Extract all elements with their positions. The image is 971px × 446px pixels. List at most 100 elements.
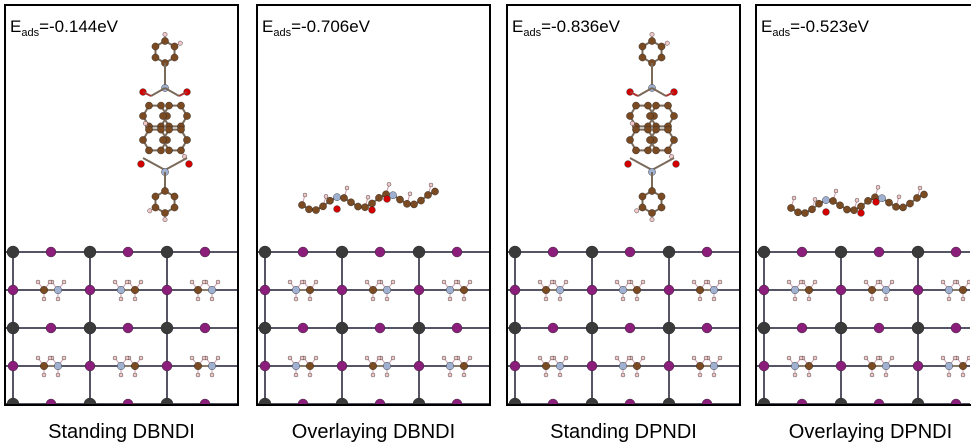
atom	[658, 204, 665, 211]
atom	[85, 361, 95, 371]
atom	[813, 356, 817, 360]
atom	[967, 356, 971, 360]
atom	[673, 161, 680, 168]
atom	[912, 322, 924, 334]
atom	[951, 323, 961, 333]
atom	[843, 206, 850, 213]
atom	[454, 356, 458, 360]
atom	[794, 209, 801, 216]
energy-value: =-0.706eV	[291, 17, 371, 36]
energy-symbol: E	[761, 17, 772, 36]
atom	[354, 203, 361, 210]
atom	[641, 280, 645, 284]
atom	[369, 362, 377, 370]
atom	[692, 356, 696, 360]
atom	[314, 280, 318, 284]
atom	[799, 356, 803, 360]
atom	[890, 356, 894, 360]
atom	[650, 217, 654, 221]
atom	[665, 41, 669, 45]
atom	[216, 280, 220, 284]
atom	[410, 201, 417, 208]
energy-subscript: ads	[273, 27, 291, 39]
atom	[288, 280, 292, 284]
atom	[639, 204, 646, 211]
atom	[808, 206, 815, 213]
atom	[319, 203, 326, 210]
atom	[468, 280, 472, 284]
atom	[239, 285, 249, 295]
atom	[884, 297, 888, 301]
atom	[152, 204, 159, 211]
atom	[139, 280, 143, 284]
energy-value: =-0.836eV	[541, 17, 621, 36]
atom	[692, 280, 696, 284]
energy-symbol: E	[512, 17, 523, 36]
atom	[621, 297, 625, 301]
atom	[171, 43, 178, 50]
atom	[550, 356, 554, 360]
energy-symbol: E	[262, 17, 273, 36]
atom	[805, 286, 813, 294]
atom	[544, 373, 548, 377]
atom	[698, 373, 702, 377]
bond	[165, 158, 187, 170]
atom	[84, 322, 96, 334]
atom	[377, 356, 381, 360]
atom	[641, 356, 645, 360]
atom	[371, 297, 375, 301]
atom	[633, 286, 641, 294]
atom	[941, 356, 945, 360]
bond	[143, 158, 165, 170]
atom	[558, 297, 562, 301]
atom	[544, 297, 548, 301]
atom	[670, 136, 677, 143]
atom	[36, 280, 40, 284]
atom	[663, 246, 675, 258]
atom	[696, 362, 704, 370]
atom	[913, 194, 920, 201]
atom	[625, 161, 632, 168]
atom	[414, 285, 424, 295]
atom	[56, 297, 60, 301]
atom	[171, 54, 178, 61]
atom	[186, 161, 193, 168]
atom	[161, 37, 168, 44]
atom	[305, 206, 312, 213]
atom	[238, 322, 250, 334]
atom	[702, 323, 712, 333]
atom	[648, 209, 655, 216]
atom	[648, 37, 655, 44]
atom	[664, 102, 671, 109]
atom	[84, 246, 96, 258]
energy-subscript: ads	[21, 27, 39, 39]
atom	[42, 297, 46, 301]
atom	[959, 362, 967, 370]
atom	[294, 373, 298, 377]
atom	[396, 196, 403, 203]
atom	[308, 373, 312, 377]
atom	[385, 373, 389, 377]
panel	[507, 32, 752, 410]
atom	[912, 246, 924, 258]
energy-label: Eads=-0.706eV	[262, 17, 371, 39]
atom	[152, 54, 159, 61]
atom	[619, 286, 627, 294]
atom	[208, 286, 216, 294]
panel	[257, 182, 502, 410]
atom	[835, 322, 847, 334]
atom	[864, 280, 868, 284]
atom	[874, 323, 884, 333]
atom	[864, 197, 871, 204]
atom	[40, 362, 48, 370]
atom	[758, 246, 770, 258]
atom	[210, 297, 214, 301]
atom	[177, 126, 184, 133]
atom	[46, 323, 56, 333]
atom	[448, 373, 452, 377]
atom	[564, 280, 568, 284]
atom	[625, 247, 635, 257]
atom	[558, 373, 562, 377]
atom	[632, 147, 639, 154]
atom	[165, 126, 172, 133]
